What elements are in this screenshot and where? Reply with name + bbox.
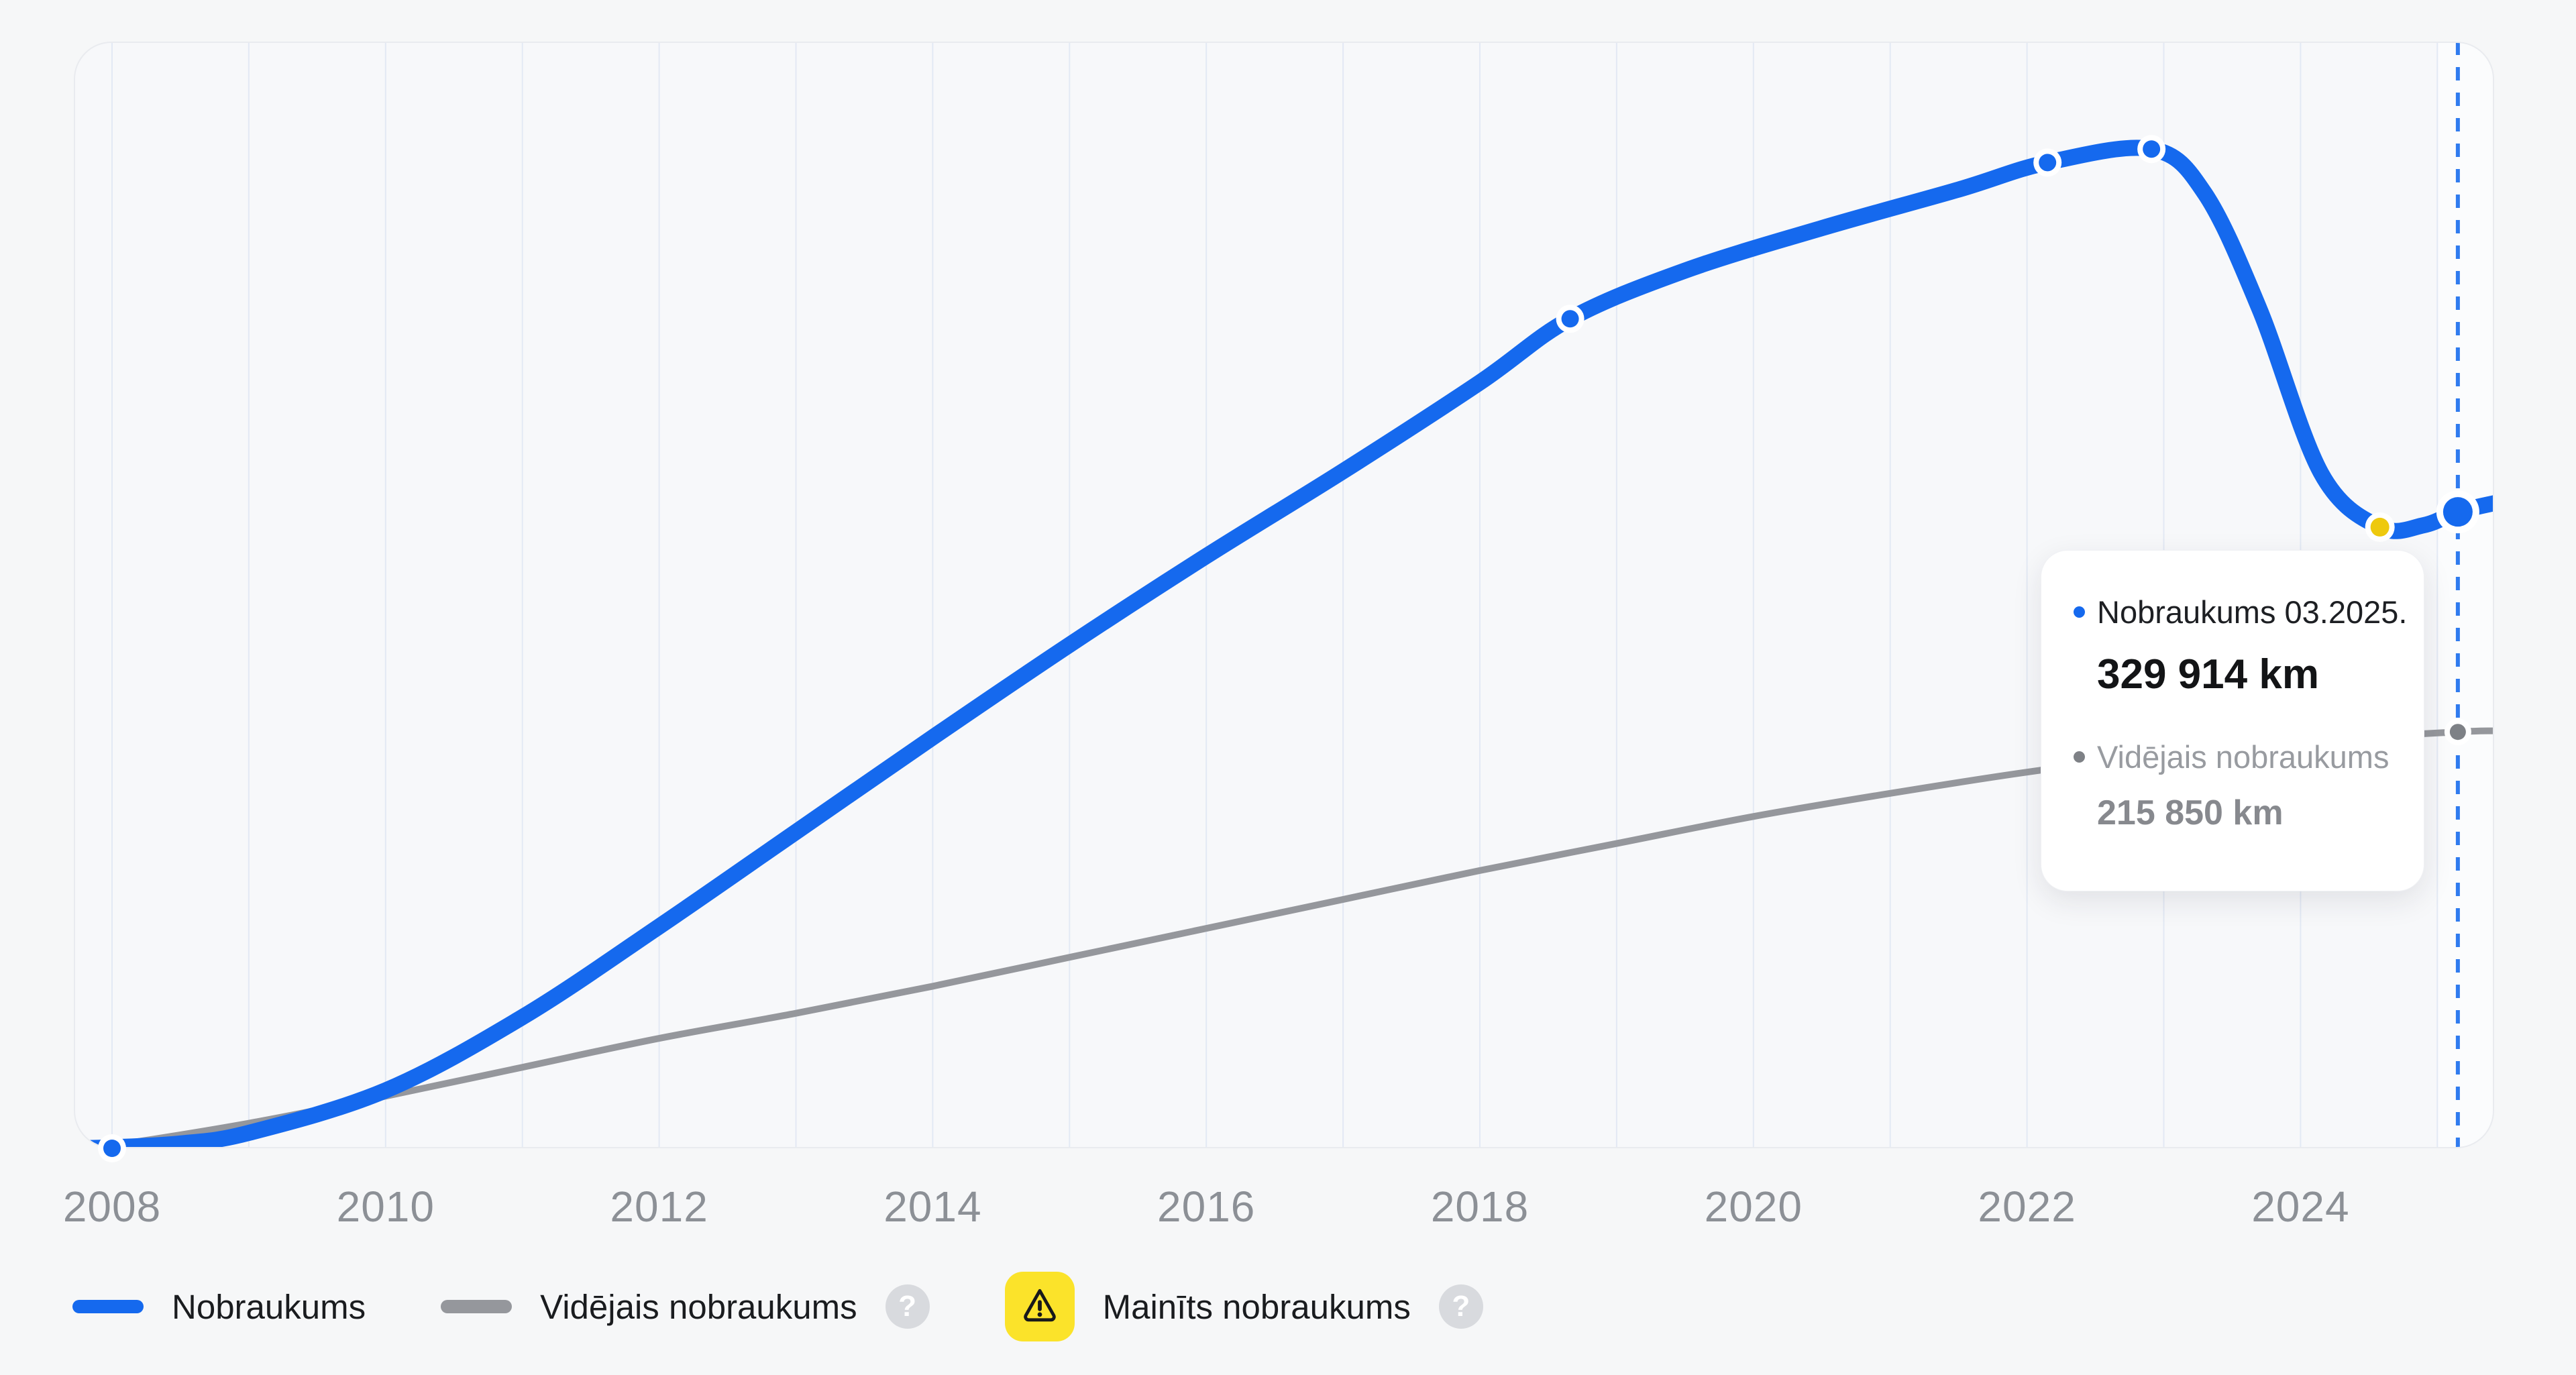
legend-item-videjais-nobraukums[interactable]: Vidējais nobraukums ? [441,1284,930,1329]
x-axis-label-2014: 2014 [883,1182,982,1231]
x-axis-label-2024: 2024 [2251,1182,2350,1231]
chart-legend: Nobraukums Vidējais nobraukums ? Mainīts… [72,1266,1483,1347]
data-point-marker-small[interactable] [2137,135,2166,164]
x-axis-label-2018: 2018 [1430,1182,1529,1231]
tooltip-gray-dot-icon [2074,751,2085,763]
tooltip-blue-dot-icon [2074,606,2085,618]
legend-label-videjais: Vidējais nobraukums [540,1287,857,1326]
help-icon[interactable]: ? [1438,1284,1483,1329]
tooltip-sub-label: Vidējais nobraukums [2097,739,2390,775]
data-point-marker-small[interactable] [2033,148,2062,177]
legend-label-nobraukums: Nobraukums [172,1287,366,1326]
x-axis-label-2010: 2010 [336,1182,435,1231]
help-icon[interactable]: ? [885,1284,930,1329]
tooltip-value: 329 914 km [2097,651,2319,698]
legend-item-mainits-nobraukums[interactable]: Mainīts nobraukums ? [1004,1272,1483,1341]
data-point-marker-yellow[interactable] [2365,512,2395,542]
warning-icon [1004,1272,1075,1341]
tooltip-sub-row: Vidējais nobraukums [2074,738,2397,775]
x-axis-label-2022: 2022 [1978,1182,2076,1231]
gray-line-swatch-icon [441,1300,513,1313]
x-axis-label-2008: 2008 [62,1182,162,1231]
tooltip-title-row: Nobraukums 03.2025. [2074,594,2407,630]
legend-label-mainits: Mainīts nobraukums [1102,1287,1411,1326]
tooltip-title: Nobraukums 03.2025. [2097,594,2408,630]
data-point-marker-gray[interactable] [2444,718,2471,746]
data-point-marker-big[interactable] [2436,490,2479,534]
current-period-band [2437,43,2493,1147]
data-point-marker-small[interactable] [98,1134,126,1162]
x-axis-label-2016: 2016 [1157,1182,1256,1231]
blue-line-swatch-icon [72,1300,144,1313]
series-line-nobraukums [75,140,2493,1147]
data-point-marker-small[interactable] [1556,305,1585,333]
x-axis-label-2020: 2020 [1704,1182,1803,1231]
x-axis-label-2012: 2012 [610,1182,708,1231]
tooltip-sub-value: 215 850 km [2097,793,2284,832]
legend-item-nobraukums[interactable]: Nobraukums [72,1287,366,1327]
chart-tooltip: Nobraukums 03.2025. 329 914 km Vidējais … [2041,550,2424,891]
